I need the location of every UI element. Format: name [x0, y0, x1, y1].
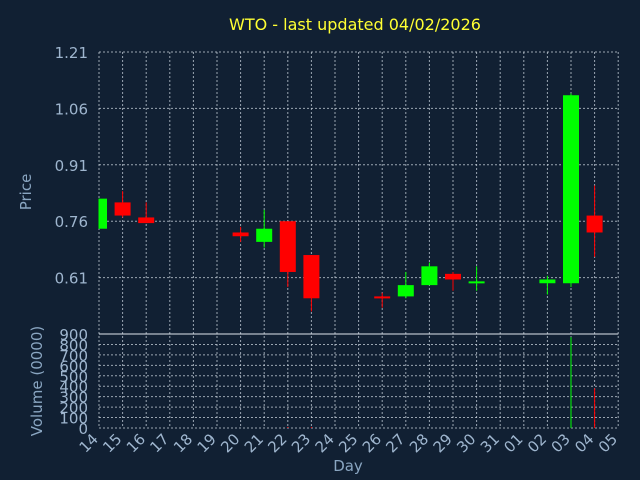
price-tick-label: 1.21 [55, 44, 88, 62]
volume-tick-label: 200 [59, 399, 88, 417]
candle-body [397, 285, 414, 297]
volume-tick-label: 500 [59, 368, 88, 386]
price-tick-label: 0.91 [55, 157, 88, 175]
volume-tick-label: 900 [59, 326, 88, 344]
volume-tick-label: 800 [59, 336, 88, 354]
candle-body [374, 296, 391, 299]
candle-body [445, 273, 461, 280]
candle-body [539, 279, 556, 284]
x-tick-labels: 1415161718192021222324252627282930310102… [76, 430, 621, 456]
price-tick-label: 0.76 [55, 213, 88, 231]
volume-tick-label: 700 [59, 347, 88, 365]
candles [98, 93, 603, 312]
volume-bars [287, 337, 596, 428]
candle-body [99, 198, 107, 229]
candle-body [468, 281, 485, 284]
candle-body [232, 232, 249, 237]
x-axis-label: Day [333, 457, 363, 475]
volume-axis-label: Volume (0000) [28, 326, 46, 436]
volume-tick-label: 100 [59, 410, 88, 428]
volume-tick-label: 0 [78, 420, 88, 438]
candle-body [421, 266, 438, 286]
candle-body [138, 217, 155, 224]
candle-body [279, 221, 296, 272]
candle-body [563, 95, 579, 284]
candle-body [256, 228, 273, 242]
price-axis-label: Price [17, 174, 35, 211]
price-tick-label: 0.61 [55, 270, 88, 288]
candle-body [586, 215, 603, 233]
price-tick-label: 1.06 [55, 100, 88, 118]
volume-tick-label: 300 [59, 389, 88, 407]
price-tick-labels: 1.21 1.06 0.91 0.76 0.61 [55, 44, 88, 288]
volume-tick-label: 400 [59, 378, 88, 396]
candle-body [114, 202, 131, 216]
candle-body [303, 255, 320, 299]
volume-tick-label: 600 [59, 357, 88, 375]
chart-title: WTO - last updated 04/02/2026 [229, 15, 481, 34]
